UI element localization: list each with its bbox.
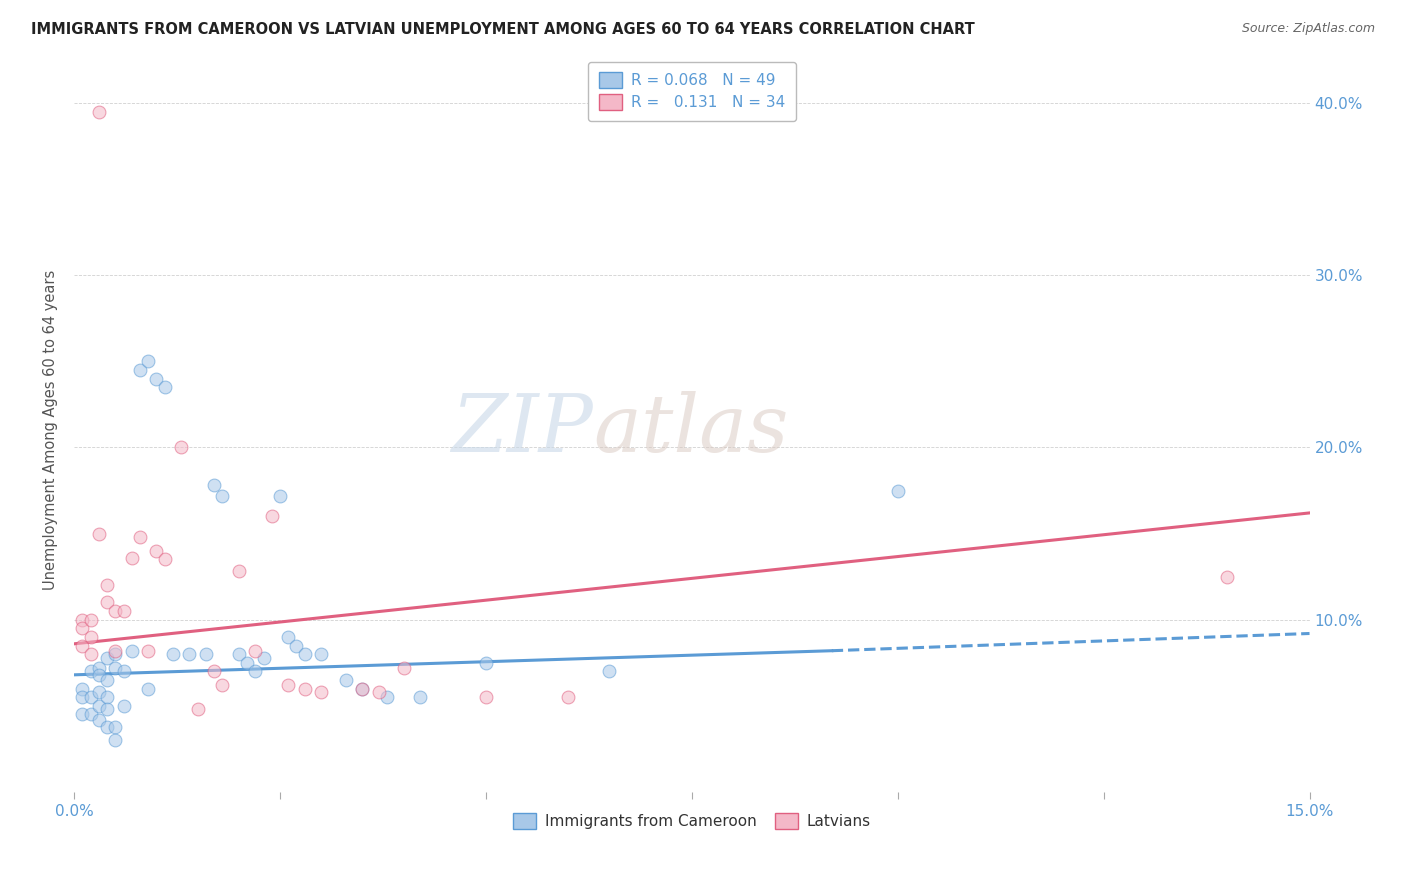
Point [475,690,498,705]
Point [112,604,135,618]
Point [96,595,118,609]
Point [79,613,101,627]
Point [129,530,152,544]
Point [170,441,193,455]
Text: ZIP: ZIP [451,392,593,469]
Point [136,644,159,658]
Text: IMMIGRANTS FROM CAMEROON VS LATVIAN UNEMPLOYMENT AMONG AGES 60 TO 64 YEARS CORRE: IMMIGRANTS FROM CAMEROON VS LATVIAN UNEM… [31,22,974,37]
Point [136,681,159,696]
Point [96,578,118,592]
Point [145,544,167,558]
Point [112,665,135,679]
Point [294,681,316,696]
Point [112,698,135,713]
Point [72,639,94,653]
Point [202,478,225,492]
Point [129,363,152,377]
Point [309,685,332,699]
Point [72,613,94,627]
Point [87,104,110,119]
Point [367,685,389,699]
Point [194,647,217,661]
Point [598,665,620,679]
Point [136,354,159,368]
Point [104,647,127,661]
Point [96,719,118,733]
Point [145,371,167,385]
Point [87,661,110,675]
Point [104,733,127,747]
Point [87,698,110,713]
Point [104,604,127,618]
Point [409,690,432,705]
Point [202,665,225,679]
Point [228,647,250,661]
Y-axis label: Unemployment Among Ages 60 to 64 years: Unemployment Among Ages 60 to 64 years [44,270,58,591]
Point [79,665,101,679]
Point [352,681,374,696]
Point [269,489,291,503]
Text: Source: ZipAtlas.com: Source: ZipAtlas.com [1241,22,1375,36]
Point [96,690,118,705]
Point [153,552,176,566]
Point [153,380,176,394]
Point [1216,569,1239,583]
Point [104,661,127,675]
Point [285,639,308,653]
Point [352,681,374,696]
Point [87,668,110,682]
Point [79,630,101,644]
Point [96,673,118,687]
Point [79,690,101,705]
Point [96,650,118,665]
Point [886,483,908,498]
Point [121,644,143,658]
Point [277,678,299,692]
Point [294,647,316,661]
Point [260,509,283,524]
Point [211,489,233,503]
Point [392,661,415,675]
Point [72,690,94,705]
Point [245,665,267,679]
Point [228,565,250,579]
Point [104,644,127,658]
Legend: Immigrants from Cameroon, Latvians: Immigrants from Cameroon, Latvians [506,806,877,835]
Point [96,702,118,716]
Point [121,550,143,565]
Point [87,713,110,727]
Point [309,647,332,661]
Point [72,621,94,635]
Point [87,526,110,541]
Point [252,650,274,665]
Point [557,690,579,705]
Point [162,647,184,661]
Point [335,673,357,687]
Point [79,647,101,661]
Point [72,681,94,696]
Point [245,644,267,658]
Point [211,678,233,692]
Point [475,656,498,670]
Point [79,707,101,722]
Point [277,630,299,644]
Text: atlas: atlas [593,392,789,469]
Point [179,647,201,661]
Point [236,656,259,670]
Point [187,702,209,716]
Point [72,707,94,722]
Point [104,719,127,733]
Point [375,690,398,705]
Point [87,685,110,699]
